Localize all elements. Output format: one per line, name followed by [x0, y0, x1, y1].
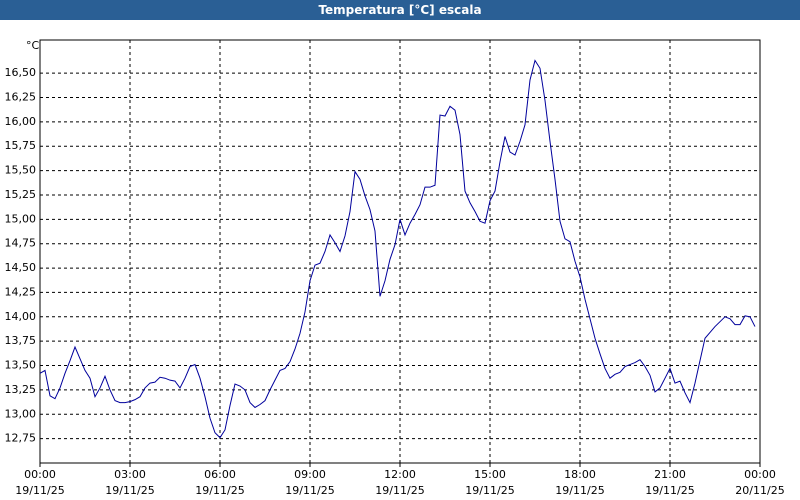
y-tick-label: 14,00	[5, 310, 37, 323]
x-tick-label: 12:00	[384, 468, 416, 481]
x-tick-label: 00:00	[744, 468, 776, 481]
x-tick-date: 19/11/25	[465, 484, 514, 497]
x-tick-label: 09:00	[294, 468, 326, 481]
y-tick-label: 16,25	[5, 91, 37, 104]
y-tick-label: 16,50	[5, 66, 37, 79]
plot-frame	[39, 39, 761, 464]
y-tick-label: 15,00	[5, 212, 37, 225]
line-series	[39, 59, 756, 439]
x-tick-label: 00:00	[24, 468, 56, 481]
y-tick-label: 13,25	[5, 383, 37, 396]
x-tick-label: 18:00	[564, 468, 596, 481]
x-tick-date: 19/11/25	[285, 484, 334, 497]
y-tick-label: 13,75	[5, 334, 37, 347]
x-tick-date: 19/11/25	[195, 484, 244, 497]
y-tick-label: 15,50	[5, 164, 37, 177]
y-tick-label: 15,25	[5, 188, 37, 201]
y-tick-label: 14,50	[5, 261, 37, 274]
x-tick-date: 19/11/25	[555, 484, 604, 497]
y-tick-label: 15,75	[5, 139, 37, 152]
x-tick-label: 15:00	[474, 468, 506, 481]
y-tick-label: 14,25	[5, 285, 37, 298]
x-tick-date: 19/11/25	[375, 484, 424, 497]
y-tick-label: 16,00	[5, 115, 37, 128]
y-tick-label: 13,00	[5, 407, 37, 420]
x-tick-date: 19/11/25	[645, 484, 694, 497]
x-tick-date: 19/11/25	[15, 484, 64, 497]
x-tick-label: 03:00	[114, 468, 146, 481]
x-tick-label: 06:00	[204, 468, 236, 481]
y-unit: °C	[26, 39, 40, 52]
y-tick-label: 12,75	[5, 432, 37, 445]
x-tick-date: 19/11/25	[105, 484, 154, 497]
y-tick-label: 13,50	[5, 359, 37, 372]
x-tick-label: 21:00	[654, 468, 686, 481]
x-tick-date: 20/11/25	[735, 484, 784, 497]
chart-title: Temperatura [°C] escala	[0, 0, 800, 20]
y-tick-label: 14,75	[5, 237, 37, 250]
